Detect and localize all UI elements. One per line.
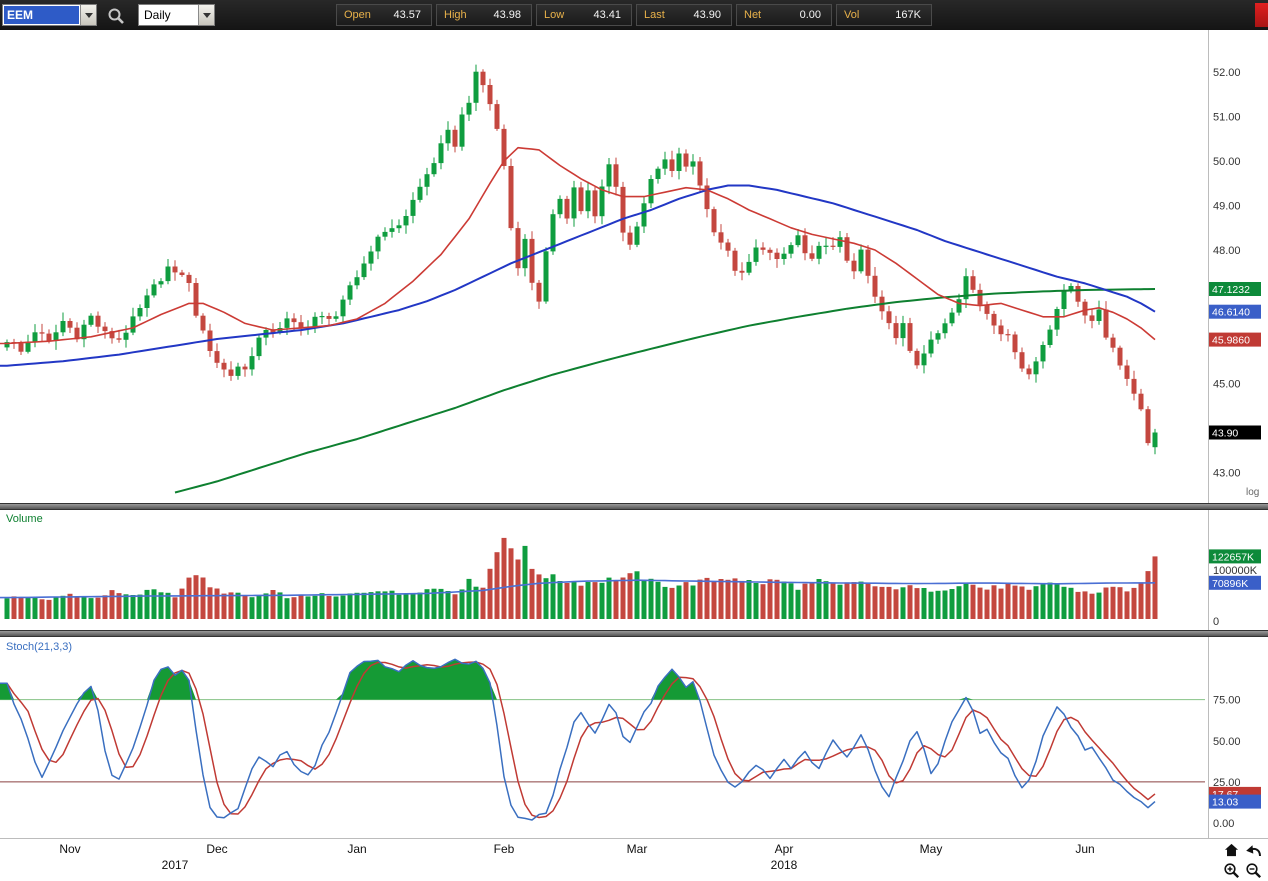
quote-label: Low	[544, 9, 565, 21]
log-scale-label: log	[1246, 487, 1260, 498]
price-axis-tick: 50.00	[1213, 156, 1241, 168]
month-label: Dec	[206, 842, 227, 856]
panel-separator[interactable]	[0, 503, 1268, 510]
stoch-d-line	[0, 661, 1156, 819]
price-badge-text: 43.90	[1212, 428, 1238, 440]
stoch-axis-tick: 50.00	[1213, 736, 1241, 748]
quote-field-open: Open 43.57	[336, 4, 432, 26]
price-badge-text: 45.9860	[1212, 335, 1250, 347]
stoch-axis-tick: 25.00	[1213, 777, 1241, 789]
price-badge-text: 46.6140	[1212, 307, 1250, 319]
chart-nav-buttons	[1220, 840, 1264, 880]
date-axis-divider	[0, 838, 1268, 839]
volume-axis-tick: 0	[1213, 616, 1219, 628]
volume-pane	[0, 537, 1158, 619]
price-badge	[1209, 282, 1261, 296]
zoom-in-button[interactable]	[1220, 860, 1242, 880]
home-icon	[1224, 843, 1238, 857]
ma-mid-line	[0, 184, 1156, 367]
stoch-badge-text: 13.03	[1212, 797, 1238, 809]
search-icon	[108, 8, 124, 24]
volume-ma-line	[0, 579, 1156, 599]
zoom-in-icon	[1223, 862, 1239, 878]
quote-field-last: Last 43.90	[636, 4, 732, 26]
search-button[interactable]	[104, 5, 128, 26]
price-axis-tick: 52.00	[1213, 67, 1241, 79]
zoom-out-button[interactable]	[1242, 860, 1264, 880]
volume-badge	[1209, 549, 1261, 564]
quote-field-high: High 43.98	[436, 4, 532, 26]
month-label: Jan	[347, 842, 366, 856]
month-label: Feb	[494, 842, 515, 856]
volume-badge-text: 70896K	[1212, 578, 1248, 590]
stoch-overbought-fill	[0, 659, 1155, 700]
price-axis-tick: 49.00	[1213, 201, 1241, 213]
toolbar: EEM Daily Open 43.57 High 43.98 Low 43.41 Last…	[0, 0, 1268, 30]
quote-field-vol: Vol 167K	[836, 4, 932, 26]
quote-label: Open	[344, 9, 371, 21]
toolbar-red-button[interactable]	[1255, 3, 1268, 27]
year-label: 2017	[162, 858, 189, 872]
quote-label: Net	[744, 9, 762, 21]
price-axis-divider	[1208, 30, 1209, 838]
symbol-combo[interactable]: EEM	[2, 4, 97, 26]
quote-value: 167K	[895, 9, 921, 21]
quote-value: 43.41	[593, 9, 621, 21]
stoch-badge	[1209, 794, 1261, 809]
period-value: Daily	[144, 8, 171, 22]
period-dropdown-arrow-icon[interactable]	[198, 5, 214, 25]
volume-axis-tick: 100000K	[1213, 565, 1258, 577]
quote-value: 43.57	[393, 9, 421, 21]
symbol-dropdown-arrow-icon[interactable]	[80, 5, 96, 25]
zoom-out-icon	[1245, 862, 1261, 878]
month-label: Jun	[1075, 842, 1094, 856]
price-axis-tick: 43.00	[1213, 468, 1241, 480]
month-label: Apr	[775, 842, 794, 856]
year-label: 2018	[771, 858, 798, 872]
home-button[interactable]	[1220, 840, 1242, 860]
quote-field-net: Net 0.00	[736, 4, 832, 26]
quote-bar: Open 43.57 High 43.98 Low 43.41 Last 43.90 Net 0.…	[336, 4, 932, 26]
axis-labels: 52.00 51.00 50.00 49.00 48.00 45.00 43.00 47.12…	[1209, 67, 1261, 830]
volume-panel-title: Volume	[6, 513, 43, 525]
quote-value: 0.00	[799, 9, 821, 21]
stoch-axis-tick: 75.00	[1213, 695, 1241, 707]
quote-label: Last	[644, 9, 665, 21]
undo-icon	[1245, 844, 1261, 856]
quote-label: High	[444, 9, 467, 21]
month-label: Mar	[627, 842, 648, 856]
price-pane	[0, 64, 1158, 494]
month-label: May	[920, 842, 943, 856]
price-axis-tick: 51.00	[1213, 112, 1241, 124]
quote-value: 43.98	[493, 9, 521, 21]
undo-button[interactable]	[1242, 840, 1264, 860]
price-axis-tick: 45.00	[1213, 379, 1241, 391]
stoch-k-line	[0, 658, 1156, 821]
symbol-input[interactable]: EEM	[4, 6, 79, 24]
price-badge	[1209, 425, 1261, 440]
volume-badge-text: 122657K	[1212, 551, 1254, 563]
panel-separator[interactable]	[0, 630, 1268, 637]
price-badge	[1209, 304, 1261, 319]
quote-field-low: Low 43.41	[536, 4, 632, 26]
stoch-axis-tick: 0.00	[1213, 818, 1234, 830]
price-badge-text: 47.1232	[1212, 284, 1250, 296]
price-axis-tick: 48.00	[1213, 245, 1241, 257]
month-label: Nov	[59, 842, 80, 856]
stoch-pane	[0, 658, 1205, 821]
stoch-panel-title: Stoch(21,3,3)	[6, 641, 73, 653]
period-combo[interactable]: Daily	[138, 4, 215, 26]
quote-label: Vol	[844, 9, 860, 21]
volume-badge	[1209, 575, 1261, 590]
date-axis: Nov Dec Jan Feb Mar Apr May Jun 2017 2018	[59, 842, 1094, 872]
price-badge	[1209, 332, 1261, 347]
ma-slow-line	[174, 288, 1156, 494]
quote-value: 43.90	[693, 9, 721, 21]
ma-fast-line	[0, 146, 1156, 345]
